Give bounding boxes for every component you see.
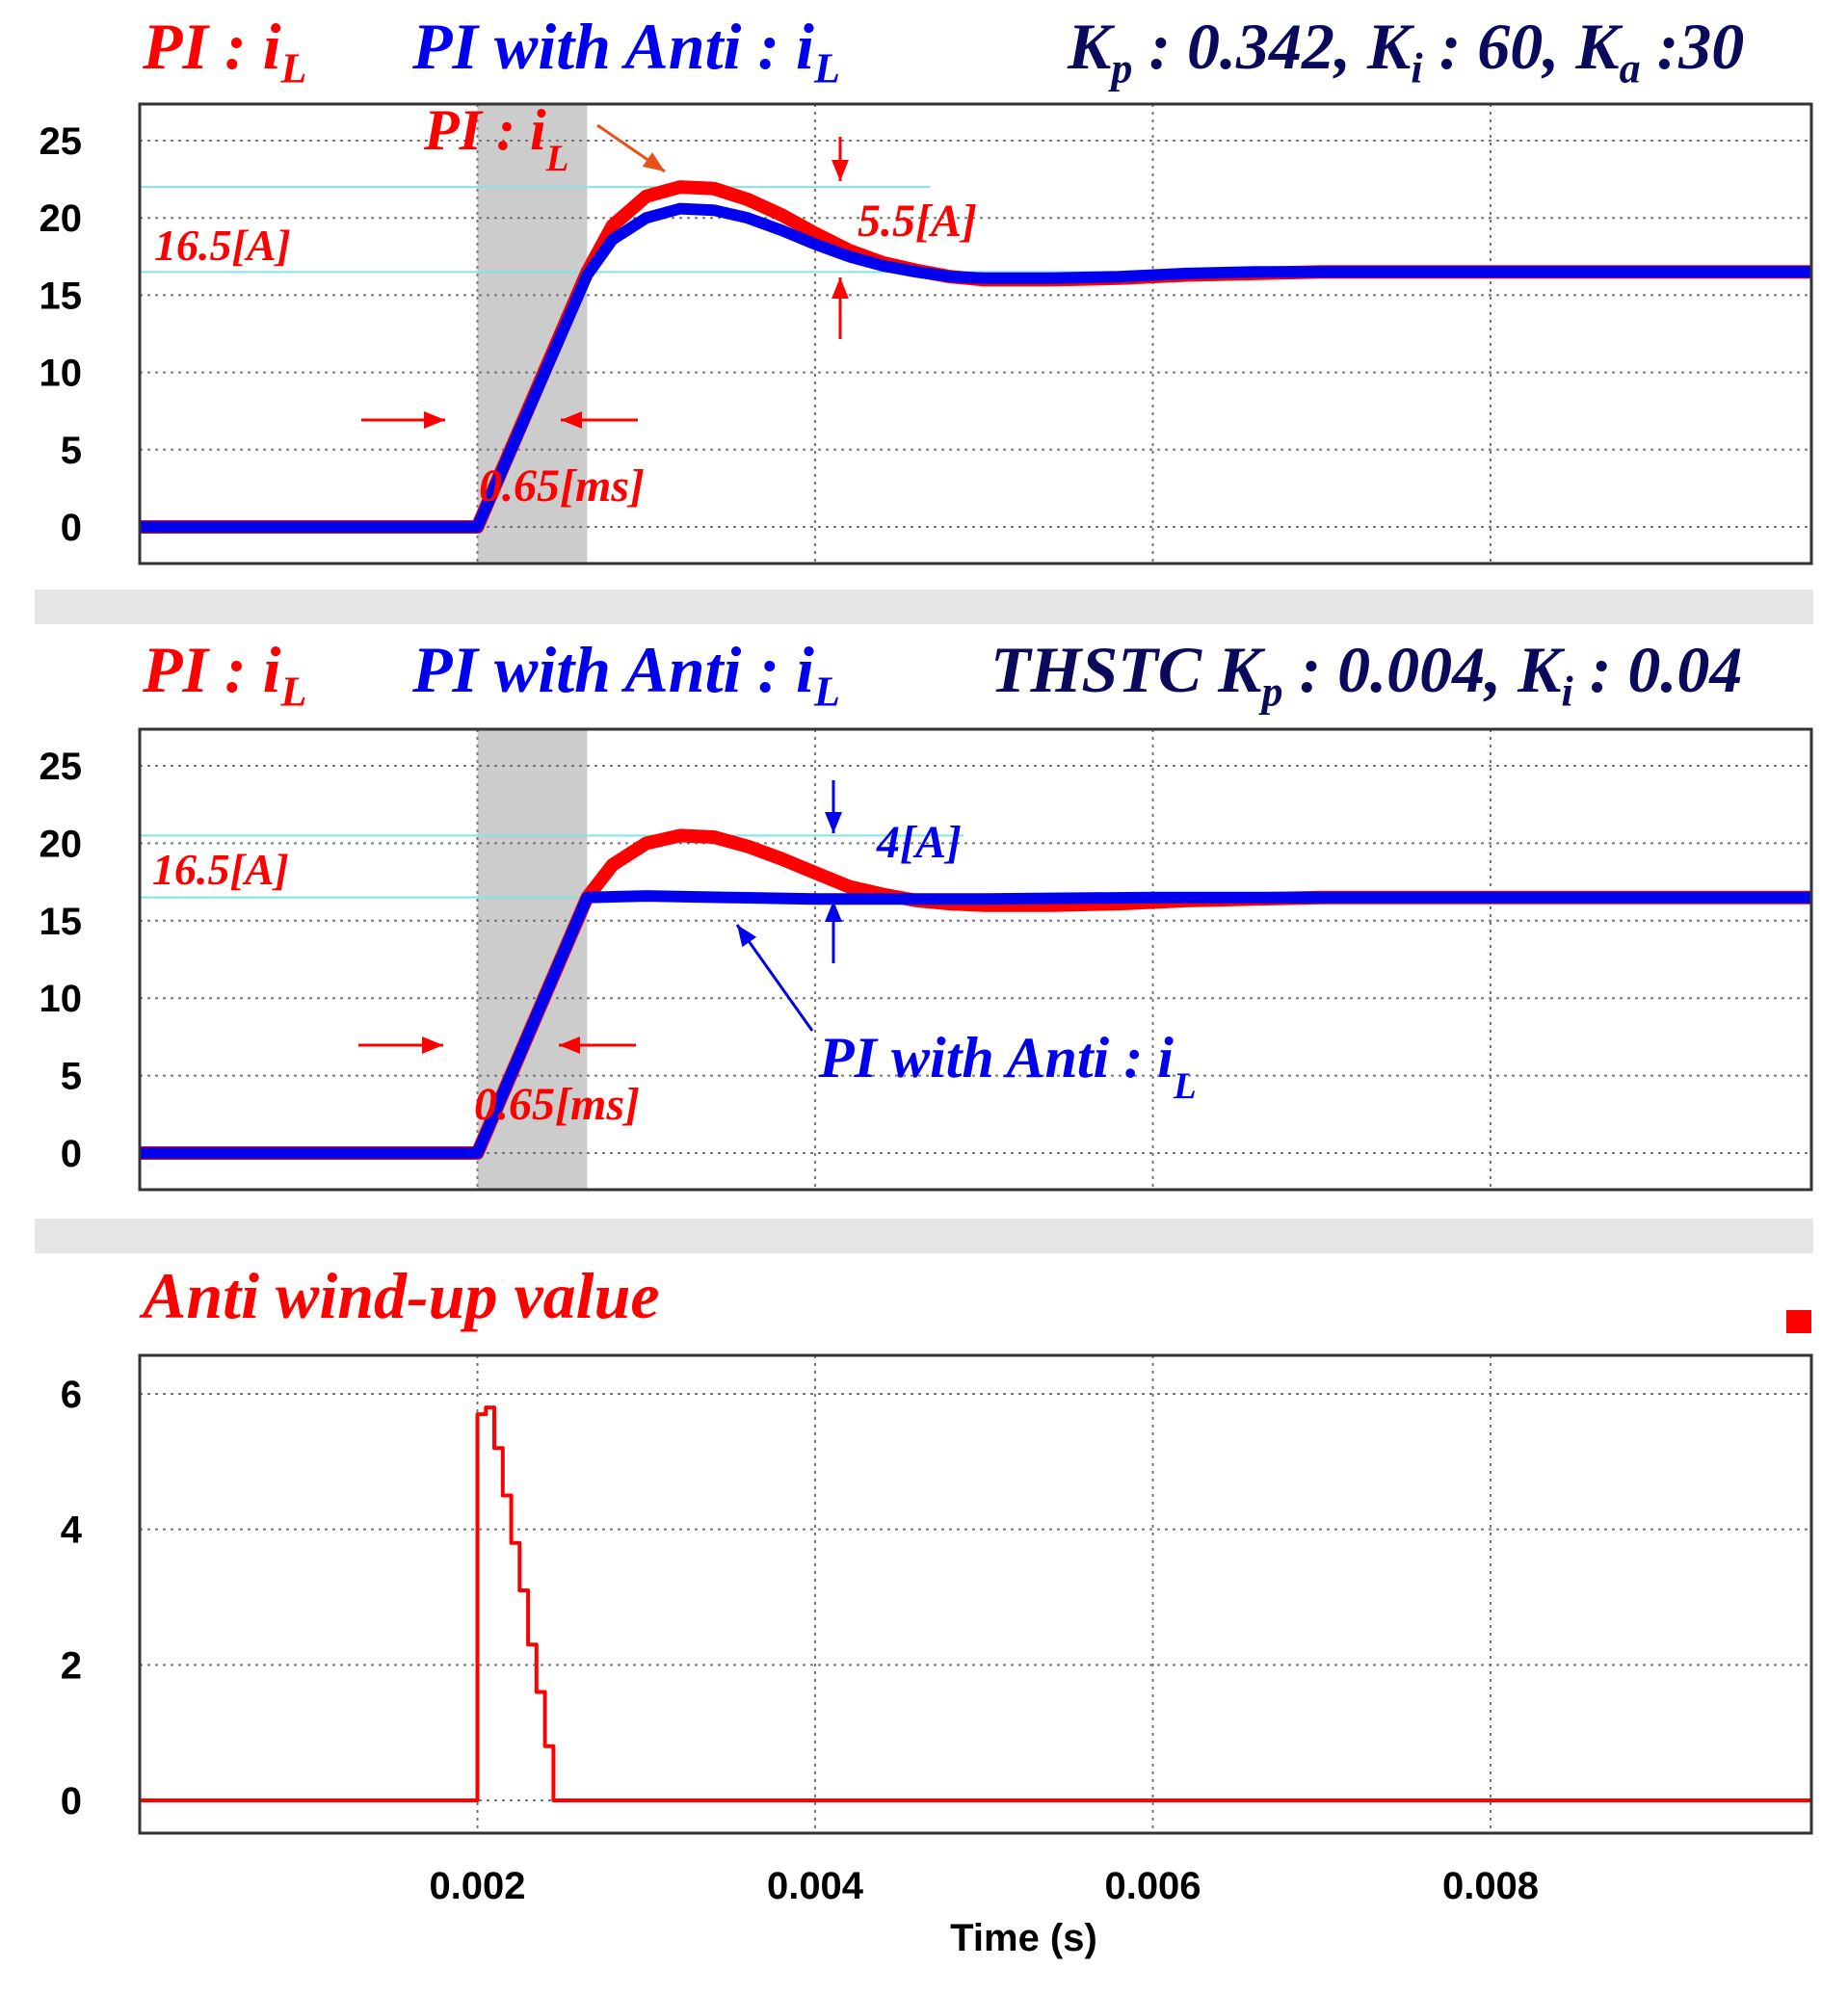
panel2-params: THSTC Kp : 0.004, Ki : 0.04 (990, 633, 1743, 716)
panel1-overshoot-label: 5.5[A] (858, 196, 977, 247)
y-tick-label: 15 (40, 275, 83, 317)
panel1-current-label: 16.5[A] (154, 221, 291, 270)
x-tick-label: 0.002 (429, 1865, 525, 1907)
panel2-anti-label: PI with Anti : iL (818, 1026, 1197, 1107)
panel2-time-arrow-right-head (422, 1036, 443, 1054)
y-tick-label: 5 (61, 430, 82, 472)
y-tick-label: 4 (61, 1509, 83, 1552)
panel2-overshoot-arrow-down-head (825, 812, 842, 833)
panel2-anti-arrow-head (737, 925, 757, 948)
panel3-title-row: Anti wind-up value (143, 1257, 1819, 1334)
plot-frame (138, 102, 1813, 565)
panel3-title: Anti wind-up value (143, 1259, 660, 1332)
y-tick-label: 20 (40, 197, 83, 240)
series-anti-windup (140, 1405, 1811, 1802)
y-tick-label: 0 (61, 1133, 82, 1175)
y-tick-label: 0 (61, 507, 82, 549)
panel1-title-row: PI : iL PI with Anti : iL Kp : 0.342, Ki… (143, 8, 1819, 92)
panel1-overshoot-arrow-down-head (832, 160, 849, 181)
y-tick-label: 25 (40, 120, 83, 163)
panel2-overshoot-label: 4[A] (876, 817, 962, 868)
panel3-chart: 0 2 4 6 0.002 0.004 0.006 0.008 Time (s) (61, 1353, 1813, 1959)
panel1-pi-arrow-head (642, 152, 665, 171)
panel1-params: Kp : 0.342, Ki : 60, Ka :30 (1068, 10, 1745, 92)
panel1-legend-anti: PI with Anti : iL (412, 10, 840, 92)
y-tick-label: 6 (61, 1374, 82, 1416)
y-tick-label: 20 (40, 823, 83, 865)
plot-frame (138, 727, 1813, 1192)
y-tick-label: 2 (61, 1644, 82, 1687)
series-pi-anti (140, 202, 1811, 533)
series-pi (140, 828, 1811, 1160)
panel2-title-row: PI : iL PI with Anti : iL THSTC Kp : 0.0… (143, 631, 1819, 716)
y-tick-label: 25 (40, 746, 83, 788)
panel2-legend-anti: PI with Anti : iL (412, 633, 840, 716)
y-tick-label: 5 (61, 1056, 82, 1098)
x-tick-label: 0.004 (767, 1865, 864, 1907)
panel2-time-arrow-left-head (559, 1036, 580, 1054)
panel2-overshoot-arrow-up-head (825, 901, 842, 922)
panel1-chart: 0 5 10 15 20 25 (40, 102, 1813, 565)
panel2-chart: 0 5 10 15 20 25 (40, 727, 1813, 1192)
y-tick-label: 10 (40, 978, 83, 1020)
x-tick-label: 0.006 (1104, 1865, 1201, 1907)
separator-2 (35, 1219, 1813, 1253)
panel1-time-arrow-left-head (561, 411, 582, 429)
x-tick-label: 0.008 (1442, 1865, 1539, 1907)
panel1-legend-pi: PI : iL (143, 10, 307, 92)
separator-1 (35, 590, 1813, 624)
panel1-time-arrow-right-head (424, 411, 445, 429)
panel2-time-label: 0.65[ms] (474, 1079, 640, 1130)
panel2-anti-arrow (735, 924, 814, 1032)
marker-square-icon (1786, 1310, 1811, 1333)
plot-frame (138, 1353, 1813, 1835)
y-tick-label: 15 (40, 901, 83, 943)
y-tick-label: 0 (61, 1780, 82, 1823)
annotations: 16.5[A]PI : iL5.5[A]0.65[ms]16.5[A]4[A]0… (152, 98, 1197, 1130)
x-axis-label: Time (s) (950, 1917, 1097, 1959)
series-pi-anti (140, 890, 1811, 1159)
panel1-time-label: 0.65[ms] (479, 460, 645, 512)
panel1-overshoot-arrow-up-head (832, 277, 849, 299)
panel2-current-label: 16.5[A] (152, 845, 289, 894)
panel2-legend-pi: PI : iL (143, 633, 307, 716)
y-tick-label: 10 (40, 353, 83, 395)
